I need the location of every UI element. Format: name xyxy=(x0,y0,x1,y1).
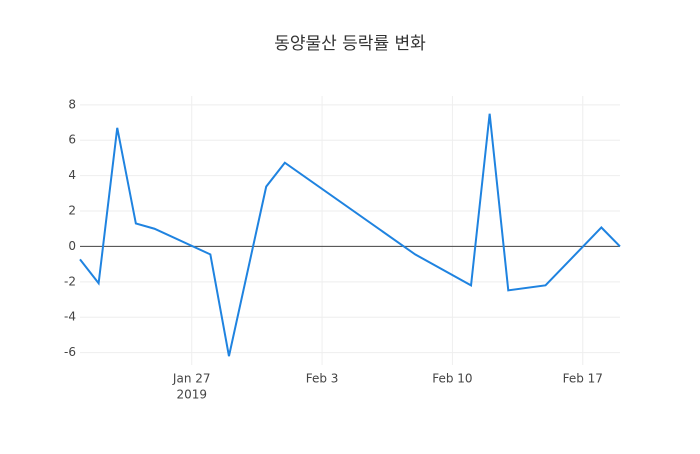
data-line xyxy=(79,113,621,357)
chart-title: 동양물산 등락률 변화 xyxy=(274,34,426,54)
y-tick-label: -4 xyxy=(64,310,76,324)
x-tick-label: Jan 27 xyxy=(172,372,211,386)
y-tick-label: 6 xyxy=(68,133,76,147)
y-tick-label: 0 xyxy=(68,239,76,253)
y-tick-label: 2 xyxy=(68,204,76,218)
x-tick-label: Feb 3 xyxy=(306,372,339,386)
y-tick-label: 4 xyxy=(68,168,76,182)
y-tick-label: -2 xyxy=(64,274,76,288)
x-tick-year: 2019 xyxy=(176,388,207,402)
x-tick-label: Feb 17 xyxy=(563,372,603,386)
x-tick-label: Feb 10 xyxy=(432,372,472,386)
y-tick-label: 8 xyxy=(68,97,76,111)
y-tick-label: -6 xyxy=(64,345,76,359)
